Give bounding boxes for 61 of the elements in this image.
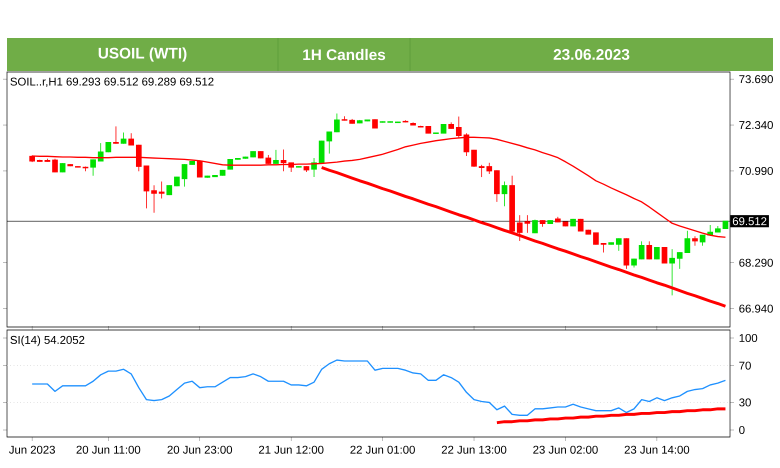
candlestick — [326, 131, 332, 154]
y-tick-label: 68.290 — [739, 258, 773, 267]
x-tick-label: 22 Jun 13:00 — [442, 446, 506, 454]
x-tick-label: 23 Jun 14:00 — [624, 446, 690, 454]
x-tick-label: 21 Jun 12:00 — [258, 446, 324, 454]
candlestick — [676, 252, 683, 270]
candlestick — [318, 140, 324, 164]
y-tick-label: 30 — [739, 398, 751, 406]
candlestick — [280, 149, 286, 172]
line-series — [495, 407, 727, 424]
y-tick-label: 66.940 — [739, 304, 773, 313]
x-tick-label: 20 Jun 23:00 — [168, 446, 232, 454]
candlestick — [136, 144, 142, 172]
candlestick — [616, 238, 622, 252]
chart-title: USOIL (WTI) — [98, 47, 186, 62]
candlestick — [128, 132, 134, 146]
x-tick-label: 20 Jun 11:00 — [76, 446, 140, 454]
candlestick — [90, 158, 96, 176]
candlestick — [524, 214, 530, 234]
ref-line-label: 69.512 — [732, 217, 766, 226]
y-tick-label: 0 — [739, 426, 745, 434]
annotation: SI(14) 54.2052 — [10, 336, 84, 346]
candlestick — [120, 132, 126, 144]
candlestick — [82, 166, 88, 172]
candlestick — [196, 160, 203, 178]
candlestick — [692, 236, 698, 246]
candlestick — [502, 181, 508, 207]
candlestick — [486, 162, 492, 174]
x-tick-label: 23 Jun 02:00 — [533, 446, 598, 454]
candlestick — [174, 176, 180, 187]
candlestick — [113, 126, 119, 144]
candlestick — [105, 142, 112, 153]
y-tick-label: 70.990 — [739, 166, 773, 175]
candlestick — [516, 214, 523, 242]
candlestick — [158, 181, 164, 199]
annotation: SOIL..r,H1 69.293 69.512 69.289 69.512 — [10, 78, 214, 87]
candlestick — [334, 113, 340, 133]
candlestick — [662, 247, 668, 264]
candlestick — [273, 149, 279, 164]
text: 23.06.2023 — [554, 49, 630, 60]
y-tick-label: 100 — [740, 334, 758, 342]
candlestick — [372, 118, 378, 129]
candlestick — [494, 170, 500, 202]
candlestick — [654, 246, 660, 260]
candlestick — [60, 162, 66, 173]
candlestick — [532, 219, 538, 234]
candlestick — [471, 149, 477, 168]
x-tick-label: 22 Jun 01:00 — [350, 446, 415, 454]
chart-subtitle: 1H Candles — [303, 48, 386, 60]
candlestick — [182, 164, 188, 187]
y-tick-label: 70 — [739, 362, 751, 370]
y-tick-label: 73.690 — [739, 75, 773, 84]
candlestick — [638, 240, 644, 260]
x-tick-label: Jun 2023 — [8, 446, 55, 454]
candlestick — [669, 248, 675, 296]
candlestick — [646, 240, 652, 260]
candlestick — [578, 218, 584, 232]
candlestick — [684, 230, 690, 254]
candlestick — [52, 158, 58, 173]
y-tick-label: 72.340 — [739, 121, 773, 130]
candlestick — [478, 164, 484, 178]
